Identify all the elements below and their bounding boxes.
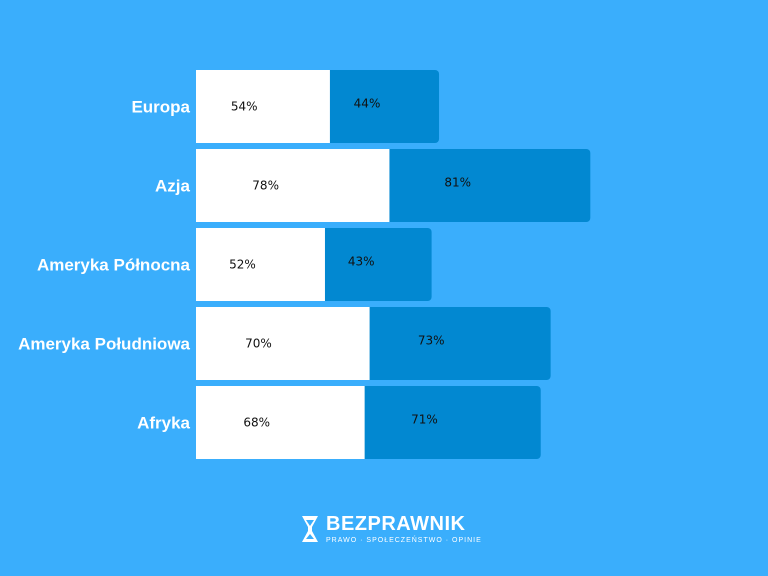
- bar-series-1: [196, 228, 325, 301]
- value-label-series-1: 68%: [243, 416, 270, 430]
- category-label: Azja: [155, 177, 191, 196]
- bar-series-1: [196, 70, 330, 143]
- value-label-series-1: 70%: [245, 337, 272, 351]
- bar-series-1: [196, 386, 365, 459]
- bezprawnik-logo: BEZPRAWNIK PRAWO · SPOŁECZEŃSTWO · OPINI…: [300, 514, 482, 544]
- value-label-series-1: 54%: [231, 100, 258, 114]
- stacked-bar-chart: Europa 54% 44% Azja 78% 81% Ameryka Północna 52…: [18, 70, 591, 459]
- value-label-series-2: 44%: [354, 97, 381, 111]
- category-label: Ameryka Północna: [37, 256, 191, 275]
- value-label-series-1: 52%: [229, 258, 256, 272]
- category-label: Afryka: [137, 414, 190, 433]
- category-label: Europa: [131, 98, 190, 117]
- bar-series-2: [360, 386, 541, 459]
- bar-series-2: [325, 70, 440, 143]
- value-label-series-2: 71%: [411, 413, 438, 427]
- bar-series-2: [320, 228, 432, 301]
- value-label-series-2: 73%: [418, 334, 445, 348]
- category-label: Ameryka Południowa: [18, 335, 190, 354]
- value-label-series-2: 81%: [444, 176, 471, 190]
- logo-name: BEZPRAWNIK: [326, 513, 466, 535]
- bar-series-2: [365, 307, 551, 380]
- hourglass-icon: [302, 516, 318, 542]
- bar-series-2: [385, 149, 591, 222]
- value-label-series-2: 43%: [348, 255, 375, 269]
- value-label-series-1: 78%: [252, 179, 279, 193]
- bar-series-1: [196, 307, 370, 380]
- bar-series-1: [196, 149, 390, 222]
- logo-tagline: PRAWO · SPOŁECZEŃSTWO · OPINIE: [326, 537, 482, 544]
